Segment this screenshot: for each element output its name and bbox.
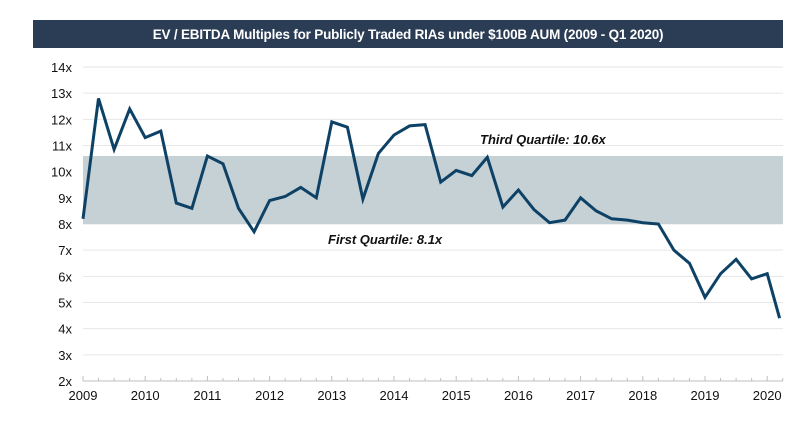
- third-quartile-label: Third Quartile: 10.6x: [480, 132, 606, 147]
- x-tick-label: 2009: [69, 388, 98, 403]
- y-tick-label: 14x: [51, 60, 72, 75]
- series-layer: [81, 97, 782, 319]
- series-line: [81, 97, 782, 319]
- y-axis-labels: 2x 3x 4x 5x 6x 7x 8x 9x 10x 11x 12x 13x 14x: [51, 60, 72, 389]
- x-tick-label: 2010: [131, 388, 160, 403]
- x-tick-label: 2011: [193, 388, 221, 403]
- x-tick-label: 2017: [566, 388, 595, 403]
- quartile-band-layer: [83, 155, 783, 224]
- y-tick-label: 6x: [58, 269, 72, 284]
- y-tick-label: 2x: [58, 374, 72, 389]
- annotations: Third Quartile: 10.6x First Quartile: 8.…: [328, 132, 606, 247]
- x-axis: [82, 376, 784, 382]
- y-tick-label: 10x: [51, 165, 72, 180]
- y-tick-label: 4x: [58, 322, 72, 337]
- x-tick-label: 2012: [255, 388, 284, 403]
- y-tick-label: 12x: [51, 112, 72, 127]
- x-tick-label: 2020: [753, 388, 782, 403]
- y-tick-label: 8x: [58, 217, 72, 232]
- y-tick-label: 3x: [58, 348, 72, 363]
- x-tick-label: 2018: [628, 388, 657, 403]
- x-axis-labels: 2009 2010 2011 2012 2013 2014 2015 2016 2017 2018…: [69, 388, 782, 403]
- interquartile-band: [83, 155, 783, 224]
- x-tick-label: 2019: [691, 388, 720, 403]
- y-tick-label: 5x: [58, 296, 72, 311]
- chart-title-bar: EV / EBITDA Multiples for Publicly Trade…: [33, 20, 783, 48]
- y-tick-label: 11x: [52, 139, 72, 154]
- y-tick-label: 9x: [58, 191, 72, 206]
- chart-title: EV / EBITDA Multiples for Publicly Trade…: [152, 26, 664, 42]
- y-tick-label: 13x: [51, 86, 72, 101]
- first-quartile-label: First Quartile: 8.1x: [328, 232, 443, 247]
- x-tick-label: 2014: [380, 388, 409, 403]
- y-tick-label: 7x: [58, 243, 72, 258]
- x-tick-label: 2016: [504, 388, 533, 403]
- x-tick-label: 2015: [442, 388, 471, 403]
- x-tick-label: 2013: [317, 388, 346, 403]
